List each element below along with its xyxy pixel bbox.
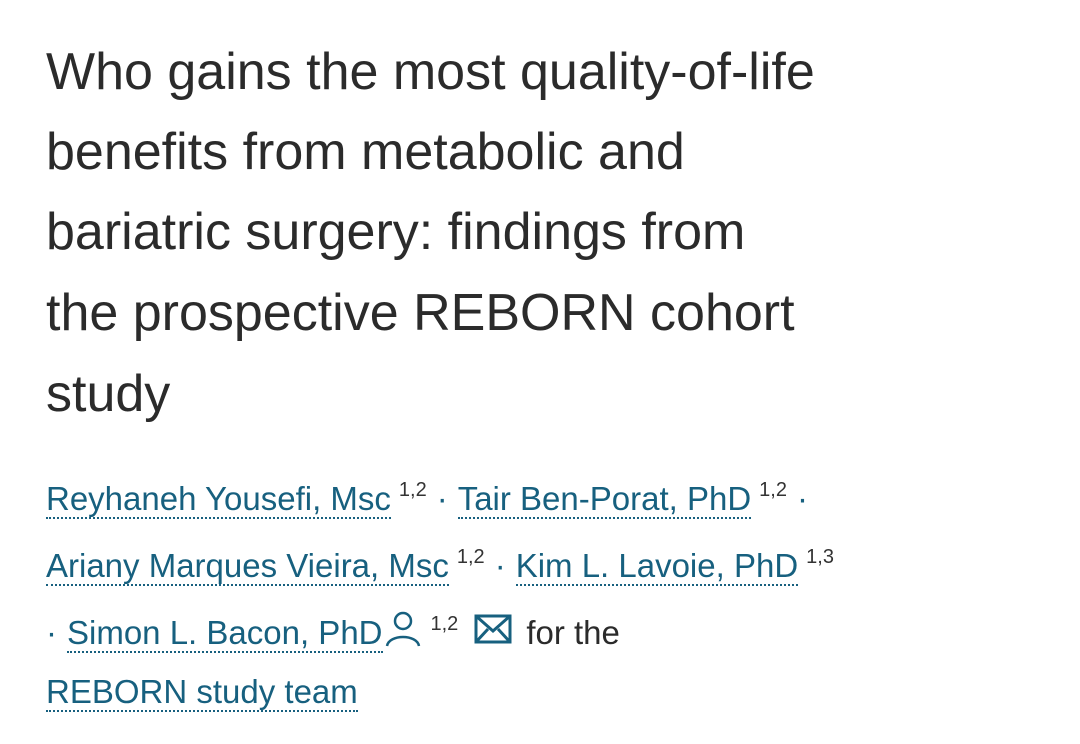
author-line: Ariany Marques Vieira, Msc 1,2 · Kim L. Lav… [46, 535, 834, 588]
title-line: Who gains the most quality-of-life [46, 43, 815, 101]
affiliation: 1,2 [430, 613, 459, 635]
affiliation: 1,2 [456, 546, 485, 568]
title-line: benefits from metabolic and [46, 123, 685, 181]
author-link[interactable]: Kim L. Lavoie, PhD [515, 547, 799, 586]
author-link[interactable]: Ariany Marques Vieira, Msc [46, 547, 449, 586]
author-link[interactable]: Tair Ben-Porat, PhD [457, 480, 752, 519]
title-line: study [46, 365, 171, 423]
separator: · [436, 480, 448, 517]
separator: · [46, 614, 57, 651]
title-line: the prospective REBORN cohort [46, 284, 795, 342]
affiliation: 1,3 [806, 546, 834, 568]
affiliation: 1,2 [398, 479, 427, 501]
author-line: Reyhaneh Yousefi, Msc 1,2 · Tair Ben-Porat,… [46, 468, 818, 521]
separator: · [494, 547, 506, 584]
author-line: REBORN study team [46, 670, 358, 714]
author-link[interactable]: Reyhaneh Yousefi, Msc [46, 480, 391, 519]
mail-icon[interactable] [468, 612, 516, 648]
affiliation: 1,2 [759, 479, 787, 501]
separator: · [796, 480, 808, 517]
group-link[interactable]: REBORN study team [46, 673, 358, 712]
author-line: · Simon L. Bacon, PhD 1,2 for the [46, 602, 620, 655]
person-icon[interactable] [383, 610, 423, 648]
title-line: bariatric surgery: findings from [46, 203, 746, 261]
group-prefix: for the [526, 614, 620, 651]
author-link[interactable]: Simon L. Bacon, PhD [67, 614, 383, 653]
